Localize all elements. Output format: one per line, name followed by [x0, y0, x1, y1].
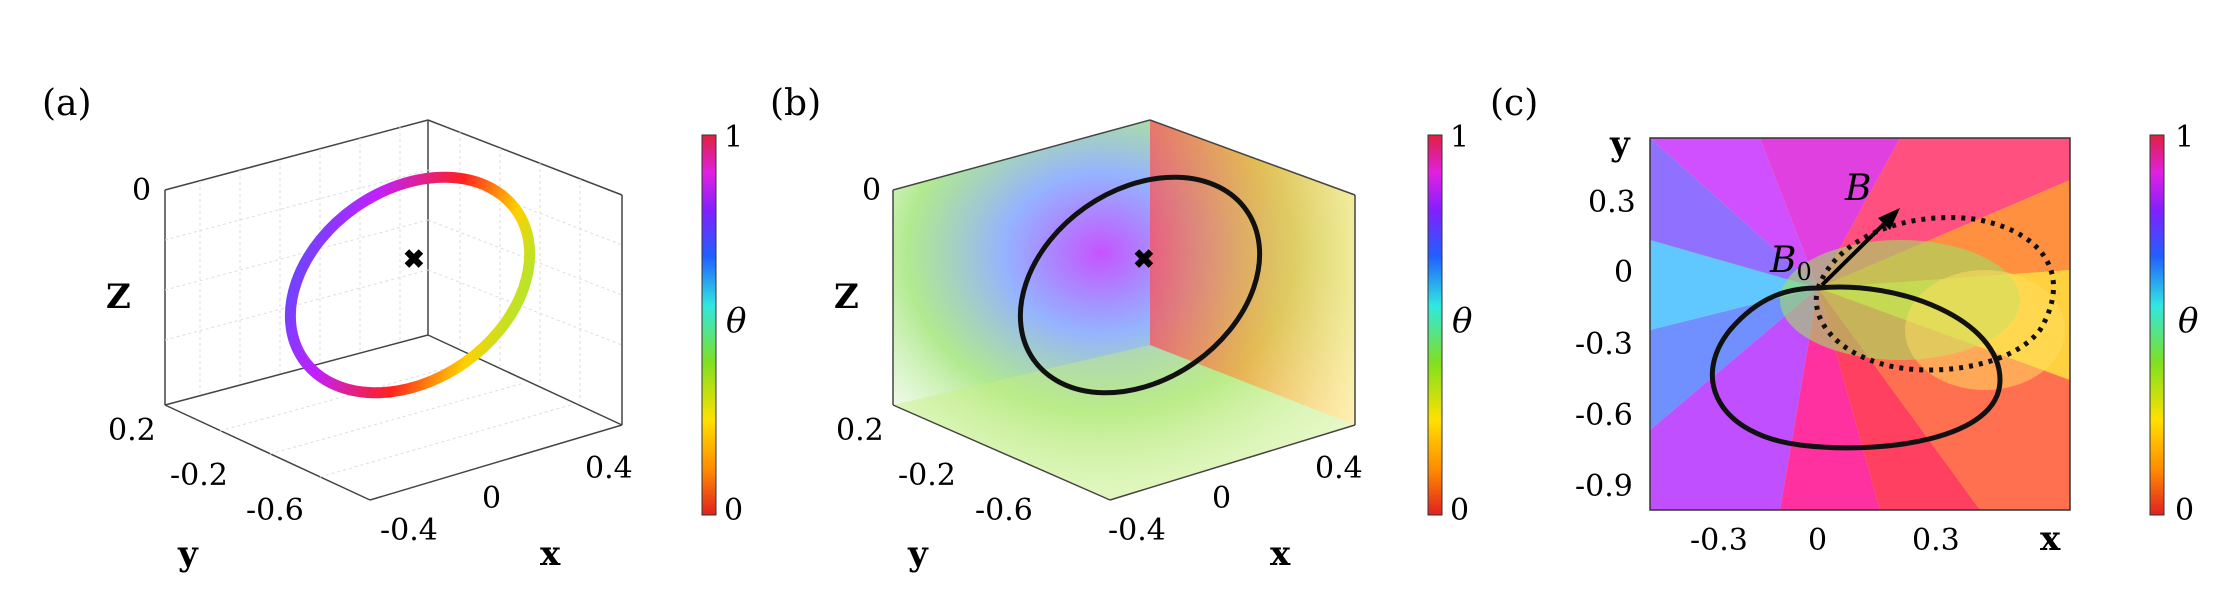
- panel-c-arrow: [1820, 216, 1892, 287]
- panel-a-box: [164, 119, 623, 501]
- panel-a-x-tick-2: 0.4: [585, 451, 633, 486]
- panel-a-z-tick: 0: [132, 173, 151, 208]
- panel-b-x-label: x: [1270, 534, 1291, 574]
- panel-b-label: (b): [770, 83, 821, 124]
- panel-a-y-label: y: [177, 534, 199, 574]
- colorbar-a-max: 1: [724, 120, 743, 155]
- panel-b-ring: [1017, 174, 1263, 396]
- panel-b-x-tick-1: 0: [1212, 481, 1231, 516]
- panel-a-marker-icon: ✖: [403, 245, 425, 275]
- panel-a-z-label: Z: [106, 277, 131, 317]
- panel-c-y-tick-0: 0.3: [1588, 185, 1636, 220]
- colorbar-c: 1 θ 0: [2149, 120, 2198, 528]
- panel-c-x-tick-2: 0.3: [1912, 523, 1960, 558]
- panel-c-y-tick-3: -0.6: [1575, 398, 1633, 433]
- panel-c-y-tick-2: -0.3: [1575, 327, 1633, 362]
- panel-c-y-tick-4: -0.9: [1575, 469, 1633, 504]
- panel-b-y-tick-1: -0.2: [898, 458, 956, 493]
- panel-b-box: [892, 119, 1356, 501]
- panel-c-y-label: y: [1609, 124, 1631, 164]
- colorbar-c-label: θ: [2178, 301, 2198, 341]
- panel-b-marker-icon: ✖: [1133, 245, 1155, 275]
- panel-c-x-label: x: [2040, 519, 2061, 559]
- colorbar-b-min: 0: [1450, 493, 1469, 528]
- panel-c-phase-map: [1650, 138, 2070, 510]
- panel-c-label-b: B: [1844, 168, 1871, 209]
- colorbar-a-min: 0: [724, 493, 743, 528]
- panel-a-y-tick-0: 0.2: [108, 413, 156, 448]
- panel-a-y-tick-2: -0.6: [246, 493, 304, 528]
- panel-b-y-label: y: [907, 534, 929, 574]
- panel-a-y-tick-1: -0.2: [170, 458, 228, 493]
- panel-c-label-b0: B0: [1769, 240, 1812, 286]
- panel-c-y-tick-1: 0: [1614, 255, 1633, 290]
- panel-a-x-tick-1: 0: [482, 481, 501, 516]
- panel-c-label: (c): [1490, 83, 1538, 124]
- panel-c-dotted-loop: [1813, 215, 2056, 373]
- panel-c: (c) B B0 y 0.3 0: [1490, 83, 2071, 559]
- panel-a-x-tick-0: -0.4: [380, 513, 438, 548]
- panel-a-ring: [284, 171, 536, 399]
- panel-b-x-tick-0: -0.4: [1108, 513, 1166, 548]
- panel-b-y-tick-0: 0.2: [836, 413, 884, 448]
- panel-a-label: (a): [42, 83, 92, 124]
- colorbar-b: 1 θ 0: [1427, 120, 1472, 528]
- panel-a-x-label: x: [540, 534, 561, 574]
- colorbar-b-max: 1: [1450, 120, 1469, 155]
- panel-b-volume-floor: [893, 345, 1355, 500]
- panel-a: (a): [42, 83, 633, 574]
- panel-b: (b) ✖ 0 Z 0.2 -0.2 -0.6 y -0.4 0 0.4 x: [770, 83, 1363, 574]
- panel-c-x-tick-1: 0: [1808, 523, 1827, 558]
- colorbar-a: 1 θ 0: [701, 120, 746, 528]
- panel-a-grid: [164, 127, 623, 478]
- colorbar-b-label: θ: [1452, 301, 1472, 341]
- panel-c-frame: [1649, 137, 2071, 511]
- panel-b-z-tick: 0: [862, 173, 881, 208]
- colorbar-c-max: 1: [2175, 120, 2194, 155]
- panel-b-z-label: Z: [834, 277, 859, 317]
- panel-c-x-tick-0: -0.3: [1690, 523, 1748, 558]
- panel-c-arrow-head-icon: [1878, 208, 1900, 230]
- panel-b-x-tick-2: 0.4: [1315, 451, 1363, 486]
- panel-c-solid-loop: [1710, 284, 2003, 451]
- panel-b-volume-side: [1150, 120, 1355, 425]
- panel-b-y-tick-2: -0.6: [975, 493, 1033, 528]
- colorbar-a-label: θ: [726, 301, 746, 341]
- colorbar-c-min: 0: [2175, 493, 2194, 528]
